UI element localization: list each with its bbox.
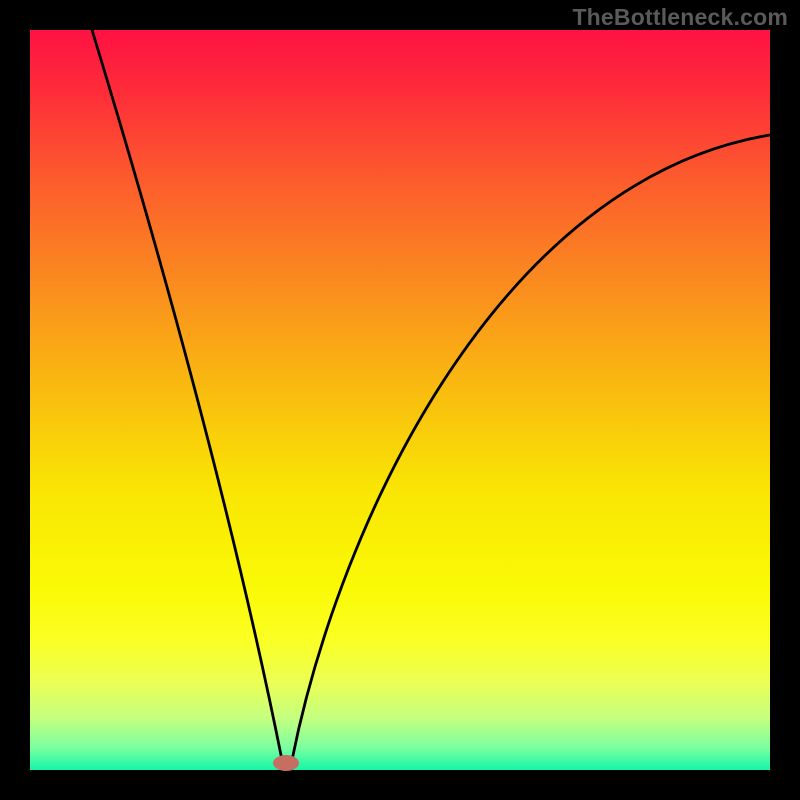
watermark-text: TheBottleneck.com [572, 4, 788, 31]
chart-container: TheBottleneck.com [0, 0, 800, 800]
minimum-marker [273, 755, 299, 771]
plot-background [30, 30, 770, 770]
bottleneck-chart [0, 0, 800, 800]
